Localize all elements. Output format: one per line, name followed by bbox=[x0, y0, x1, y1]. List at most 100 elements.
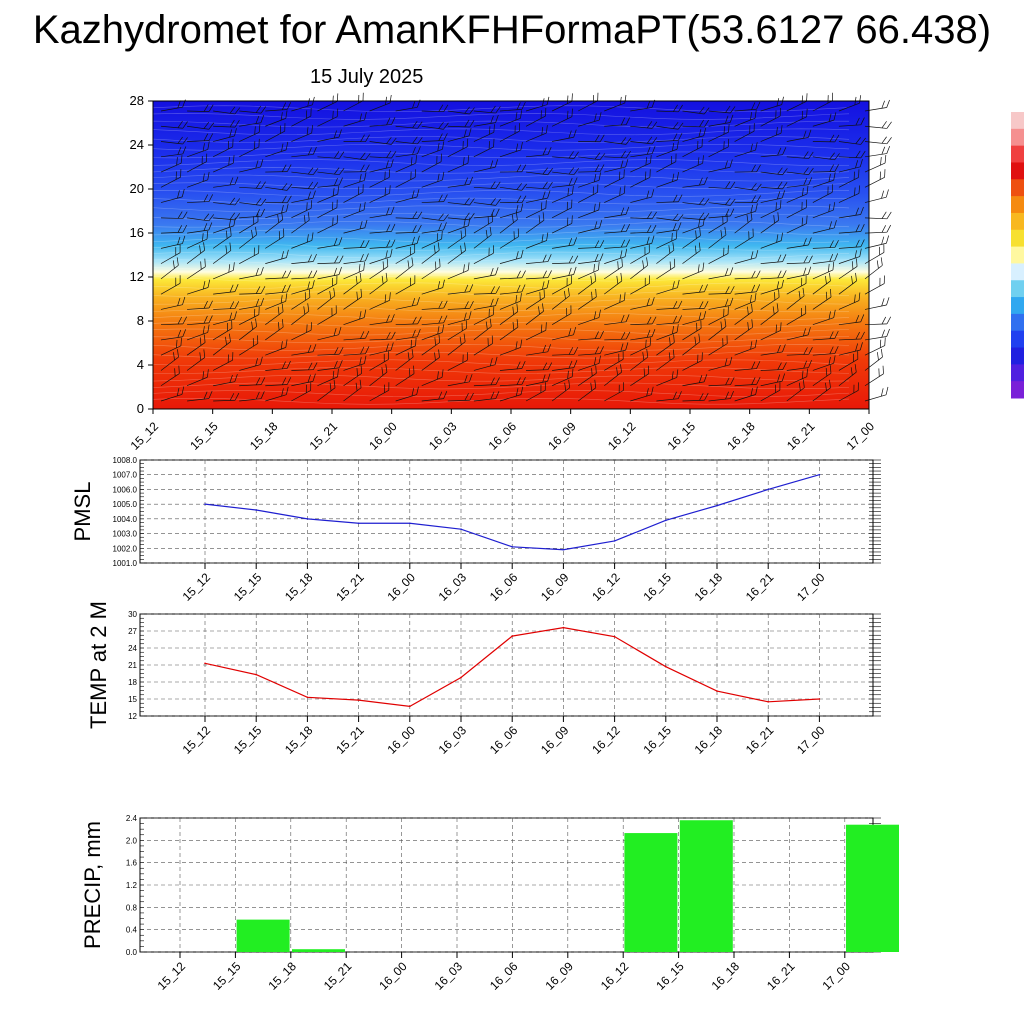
wind-barb bbox=[838, 169, 860, 188]
x-tick-label: 15_15 bbox=[231, 723, 265, 757]
wind-barb bbox=[499, 303, 519, 325]
wind-barb bbox=[760, 344, 786, 356]
wind-barb bbox=[395, 136, 423, 145]
wind-barb bbox=[864, 337, 886, 356]
contour-line bbox=[152, 136, 850, 143]
y-tick-label: 1008.0 bbox=[113, 456, 138, 465]
data-point bbox=[665, 665, 667, 668]
wind-barb bbox=[317, 255, 344, 264]
wind-barb bbox=[734, 249, 759, 264]
wind-barb bbox=[265, 339, 288, 356]
x-tick-label: 15_12 bbox=[180, 570, 214, 604]
contour-line bbox=[152, 351, 850, 359]
x-tick-label: 16_09 bbox=[542, 959, 576, 993]
contour-line bbox=[152, 259, 850, 266]
wind-barb bbox=[473, 391, 500, 402]
wind-barb bbox=[317, 186, 340, 203]
wind-barb bbox=[473, 318, 492, 341]
wind-barb bbox=[760, 373, 786, 387]
colorbar-swatch bbox=[1011, 364, 1024, 382]
wind-barb bbox=[552, 266, 577, 280]
data-point bbox=[818, 698, 821, 700]
wind-barb bbox=[525, 212, 545, 234]
wind-barb bbox=[604, 206, 630, 219]
x-tick-label: 16_00 bbox=[376, 959, 410, 993]
wind-barb bbox=[369, 292, 391, 310]
wind-barb bbox=[317, 379, 336, 402]
wind-barb bbox=[525, 382, 546, 402]
wind-barb bbox=[656, 104, 683, 113]
wind-barb bbox=[734, 110, 757, 127]
wind-barb bbox=[864, 169, 886, 188]
wind-barb bbox=[838, 158, 863, 173]
x-tick-label: 15_18 bbox=[282, 723, 316, 757]
wind-barb bbox=[525, 344, 551, 356]
wind-barb bbox=[239, 226, 257, 249]
wind-barb bbox=[812, 309, 836, 326]
wind-barb bbox=[395, 169, 416, 188]
wind-barb bbox=[786, 177, 813, 188]
wind-barb bbox=[682, 284, 708, 295]
x-tick-label: 16_18 bbox=[692, 723, 726, 757]
data-point bbox=[562, 548, 565, 551]
wind-barb bbox=[760, 254, 787, 264]
wind-barb bbox=[473, 124, 495, 142]
y-tick-label: 16 bbox=[130, 225, 144, 240]
wind-barb bbox=[760, 232, 783, 249]
wind-barb bbox=[213, 311, 237, 326]
wind-barb bbox=[343, 111, 367, 127]
wind-barb bbox=[421, 279, 445, 295]
y-tick-label: 30 bbox=[128, 610, 137, 619]
wind-barb bbox=[682, 212, 710, 221]
wind-barb bbox=[369, 150, 397, 159]
wind-barb bbox=[291, 190, 316, 203]
x-tick-label: 15_18 bbox=[247, 419, 281, 453]
y-tick-label: 0 bbox=[137, 401, 144, 416]
wind-barb bbox=[578, 134, 605, 143]
y-tick-label: 12 bbox=[130, 269, 144, 284]
y-tick-label: 0.4 bbox=[126, 926, 138, 935]
wind-barb bbox=[369, 223, 396, 234]
wind-barb bbox=[578, 355, 601, 371]
wind-barb bbox=[786, 379, 805, 402]
wind-barb bbox=[186, 258, 206, 280]
wind-barb bbox=[656, 222, 682, 234]
wind-barb bbox=[421, 153, 442, 173]
wind-barb bbox=[239, 335, 259, 356]
wind-barb bbox=[786, 305, 807, 325]
x-tick-label: 16_18 bbox=[709, 959, 743, 993]
wind-barb bbox=[187, 315, 213, 326]
colorbar-swatch bbox=[1011, 347, 1024, 365]
wind-barb bbox=[526, 147, 552, 158]
x-tick-label: 16_03 bbox=[432, 959, 466, 993]
contour-line bbox=[152, 367, 850, 374]
wind-barb bbox=[552, 326, 577, 341]
wind-barb bbox=[812, 134, 840, 143]
x-tick-label: 17_00 bbox=[819, 959, 853, 993]
wind-barb bbox=[239, 198, 267, 206]
y-tick-label: 0.8 bbox=[126, 903, 138, 912]
wind-barb bbox=[187, 222, 213, 234]
x-tick-label: 15_12 bbox=[155, 959, 189, 993]
x-tick-label: 16_03 bbox=[436, 570, 470, 604]
data-point bbox=[204, 662, 206, 665]
wind-barb bbox=[160, 224, 188, 234]
wind-barb bbox=[186, 141, 210, 158]
wind-barb bbox=[838, 314, 865, 326]
wind-barb bbox=[526, 181, 553, 190]
wind-barb bbox=[604, 382, 624, 402]
wind-barb bbox=[473, 213, 493, 234]
wind-barb bbox=[604, 223, 630, 234]
wind-barb bbox=[343, 219, 368, 234]
wind-barb bbox=[838, 137, 866, 145]
wind-barb bbox=[265, 377, 292, 387]
wind-barb bbox=[239, 115, 265, 127]
wind-barb bbox=[786, 215, 808, 234]
wind-barb bbox=[786, 129, 812, 142]
wind-barb bbox=[291, 362, 318, 371]
wind-barb bbox=[186, 369, 209, 387]
wind-barb bbox=[708, 181, 736, 190]
data-point bbox=[357, 699, 360, 701]
wind-barb bbox=[838, 150, 866, 159]
wind-barb bbox=[212, 333, 231, 356]
